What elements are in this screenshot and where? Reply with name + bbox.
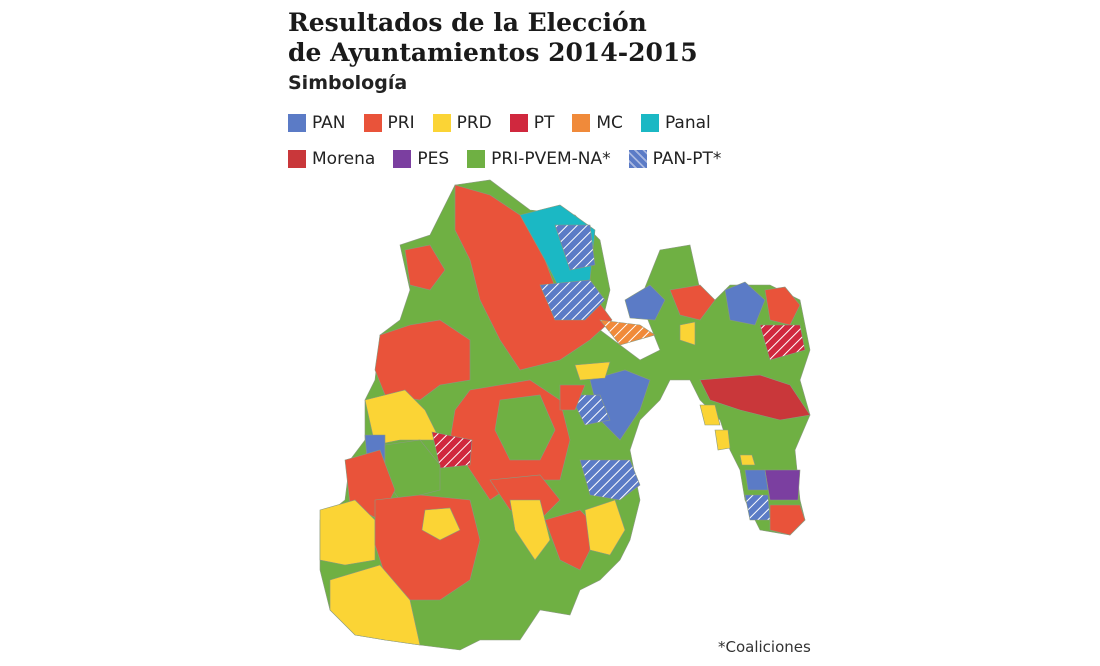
municipality-region xyxy=(579,459,641,501)
legend-item: PAN-PT* xyxy=(628,149,722,169)
legend: PAN PRI PRD PT MC Panal Morena PES PRI-PVEM-NA*… xyxy=(288,105,828,177)
municipality-region xyxy=(559,384,586,411)
municipality-region xyxy=(509,499,551,561)
legend-label: PES xyxy=(417,149,450,169)
municipality-region xyxy=(431,431,473,469)
legend-item: PRD xyxy=(432,113,492,133)
legend-swatch xyxy=(640,114,659,132)
title-line-1: Resultados de la Elección xyxy=(288,8,647,37)
legend-item: PES xyxy=(393,149,449,169)
municipality-region xyxy=(554,224,596,271)
legend-swatch xyxy=(467,150,486,168)
municipality-region xyxy=(739,454,756,466)
legend-label: PRI xyxy=(387,113,415,133)
title-line-2: de Ayuntamientos 2014-2015 xyxy=(288,38,698,67)
municipality-region xyxy=(744,469,769,491)
municipality-region xyxy=(764,286,801,326)
municipality-region xyxy=(669,284,716,321)
legend-swatch xyxy=(288,150,306,168)
municipality-region xyxy=(624,284,666,321)
footnote: *Coaliciones xyxy=(718,638,811,656)
municipality-region xyxy=(329,564,421,646)
municipality-region xyxy=(574,361,611,381)
legend-label: PRD xyxy=(456,113,492,133)
map-title: Resultados de la Elección de Ayuntamiento… xyxy=(288,8,698,68)
municipality-region xyxy=(569,394,611,426)
municipality-region xyxy=(539,279,606,321)
municipality-region xyxy=(421,507,461,541)
municipality-region xyxy=(724,281,766,326)
municipality-region xyxy=(714,429,731,451)
legend-label: PRI-PVEM-NA* xyxy=(491,149,611,169)
municipality-region xyxy=(584,499,626,556)
legend-swatch xyxy=(628,150,647,168)
legend-swatch xyxy=(572,114,591,132)
municipality-region xyxy=(679,321,696,346)
legend-label: PT xyxy=(533,113,555,133)
legend-item: Morena xyxy=(288,149,375,169)
municipality-region xyxy=(404,244,446,291)
municipality-region xyxy=(759,324,806,361)
municipality-region xyxy=(319,499,376,566)
legend-swatch xyxy=(509,114,528,132)
legend-item: PRI-PVEM-NA* xyxy=(467,149,611,169)
municipality-region xyxy=(699,404,721,426)
legend-swatch xyxy=(288,114,306,132)
municipality-region xyxy=(494,394,556,461)
municipality-region xyxy=(764,469,801,501)
municipality-region xyxy=(769,504,806,536)
municipality-region xyxy=(374,319,471,401)
legend-label: PAN-PT* xyxy=(652,149,722,169)
legend-item: PRI xyxy=(363,113,415,133)
municipality-region xyxy=(699,374,811,421)
legend-swatch xyxy=(363,114,382,132)
legend-swatch xyxy=(393,150,412,168)
municipality-region xyxy=(599,319,656,346)
legend-label: Morena xyxy=(312,149,376,169)
legend-label: MC xyxy=(596,113,623,133)
legend-swatch xyxy=(432,114,451,132)
legend-item: PT xyxy=(509,113,555,133)
legend-title: Simbología xyxy=(288,72,408,94)
legend-label: PAN xyxy=(312,113,346,133)
legend-label: Panal xyxy=(664,113,711,133)
legend-item: MC xyxy=(572,113,623,133)
municipality-region xyxy=(744,494,771,521)
legend-item: PAN xyxy=(288,113,346,133)
municipality-region xyxy=(489,474,561,521)
legend-item: Panal xyxy=(640,113,711,133)
